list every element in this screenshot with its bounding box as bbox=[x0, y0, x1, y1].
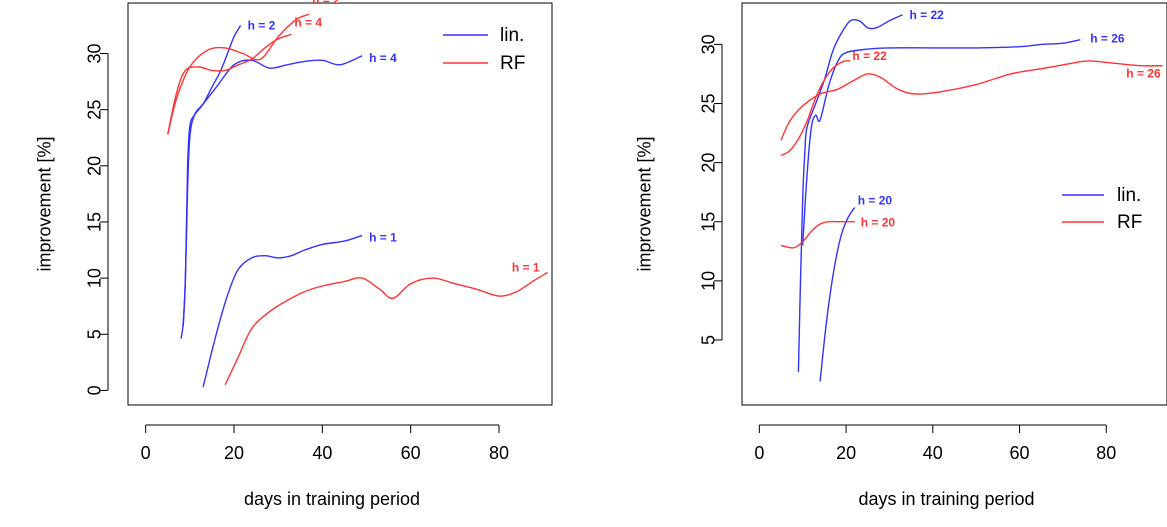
y-tick-label: 25 bbox=[84, 100, 104, 120]
x-axis-title: days in training period bbox=[244, 489, 420, 509]
x-tick-label: 80 bbox=[489, 443, 509, 463]
series-line-rf-h22 bbox=[780, 60, 851, 157]
x-tick-label: 0 bbox=[141, 443, 151, 463]
series-end-label: h = 22 bbox=[909, 8, 944, 22]
series-line-rf-h26 bbox=[780, 60, 1163, 141]
series-end-label: h = 20 bbox=[858, 194, 893, 208]
x-tick-label: 60 bbox=[1010, 443, 1030, 463]
series-end-label: h = 20 bbox=[861, 216, 896, 230]
series-end-label: h = 1 bbox=[369, 230, 397, 244]
y-tick-label: 25 bbox=[698, 93, 718, 113]
y-tick-label: 20 bbox=[84, 156, 104, 176]
x-tick-label: 40 bbox=[923, 443, 943, 463]
y-tick-label: 15 bbox=[698, 212, 718, 232]
legend-label: RF bbox=[1117, 212, 1142, 233]
series-end-label: h = 22 bbox=[852, 49, 887, 63]
x-tick-label: 80 bbox=[1096, 443, 1116, 463]
series-line-lin-h2 bbox=[180, 25, 242, 339]
series-end-label: h = 4 bbox=[294, 15, 322, 29]
y-tick-label: 10 bbox=[84, 268, 104, 288]
left-panel: 0 20 40 60 80 0 5 10 15 20 25 30 days in training pe… bbox=[34, 0, 553, 509]
x-tick-label: 20 bbox=[224, 443, 244, 463]
y-tick-label: 15 bbox=[84, 212, 104, 232]
x-tick-label: 60 bbox=[401, 443, 421, 463]
series-line-rf-h4 bbox=[167, 33, 292, 135]
series-line-lin-h1 bbox=[202, 234, 363, 388]
y-tick-label: 5 bbox=[698, 335, 718, 345]
plot-frame bbox=[127, 2, 553, 406]
series-end-label: h = 26 bbox=[1090, 32, 1125, 46]
y-tick-label: 30 bbox=[84, 44, 104, 64]
series-line-rf-h1 bbox=[224, 271, 548, 386]
series-end-label: h = 1 bbox=[512, 260, 540, 274]
legend-label: lin. bbox=[500, 25, 524, 46]
series-end-label: h = 2 bbox=[248, 18, 276, 32]
x-tick-label: 20 bbox=[836, 443, 856, 463]
right-panel: 0 20 40 60 80 5 10 15 20 25 30 days in training per… bbox=[634, 2, 1167, 509]
series-end-label: h = 26 bbox=[1126, 67, 1161, 81]
x-tick-label: 40 bbox=[312, 443, 332, 463]
series-line-rf-h2 bbox=[167, 13, 310, 135]
y-tick-label: 5 bbox=[84, 329, 104, 339]
y-axis-title: improvement [%] bbox=[634, 136, 654, 271]
series-line-lin-h22 bbox=[797, 14, 903, 372]
y-axis-title: improvement [%] bbox=[34, 136, 54, 271]
legend-label: RF bbox=[500, 53, 525, 74]
y-tick-label: 30 bbox=[698, 34, 718, 54]
series-line-lin-h4 bbox=[182, 55, 363, 327]
series-line-rf-h20 bbox=[780, 220, 855, 249]
plot-frame bbox=[741, 2, 1167, 406]
legend-label: lin. bbox=[1117, 185, 1141, 206]
x-axis-title: days in training period bbox=[858, 489, 1034, 509]
y-tick-label: 10 bbox=[698, 271, 718, 291]
series-line-lin-h26 bbox=[802, 39, 1081, 246]
y-tick-label: 0 bbox=[84, 385, 104, 395]
x-tick-label: 0 bbox=[754, 443, 764, 463]
series-end-label: h = 4 bbox=[369, 51, 397, 65]
y-tick-label: 20 bbox=[698, 153, 718, 173]
series-end-label: h = 2 bbox=[312, 0, 340, 7]
series-line-lin-h20 bbox=[819, 207, 856, 382]
